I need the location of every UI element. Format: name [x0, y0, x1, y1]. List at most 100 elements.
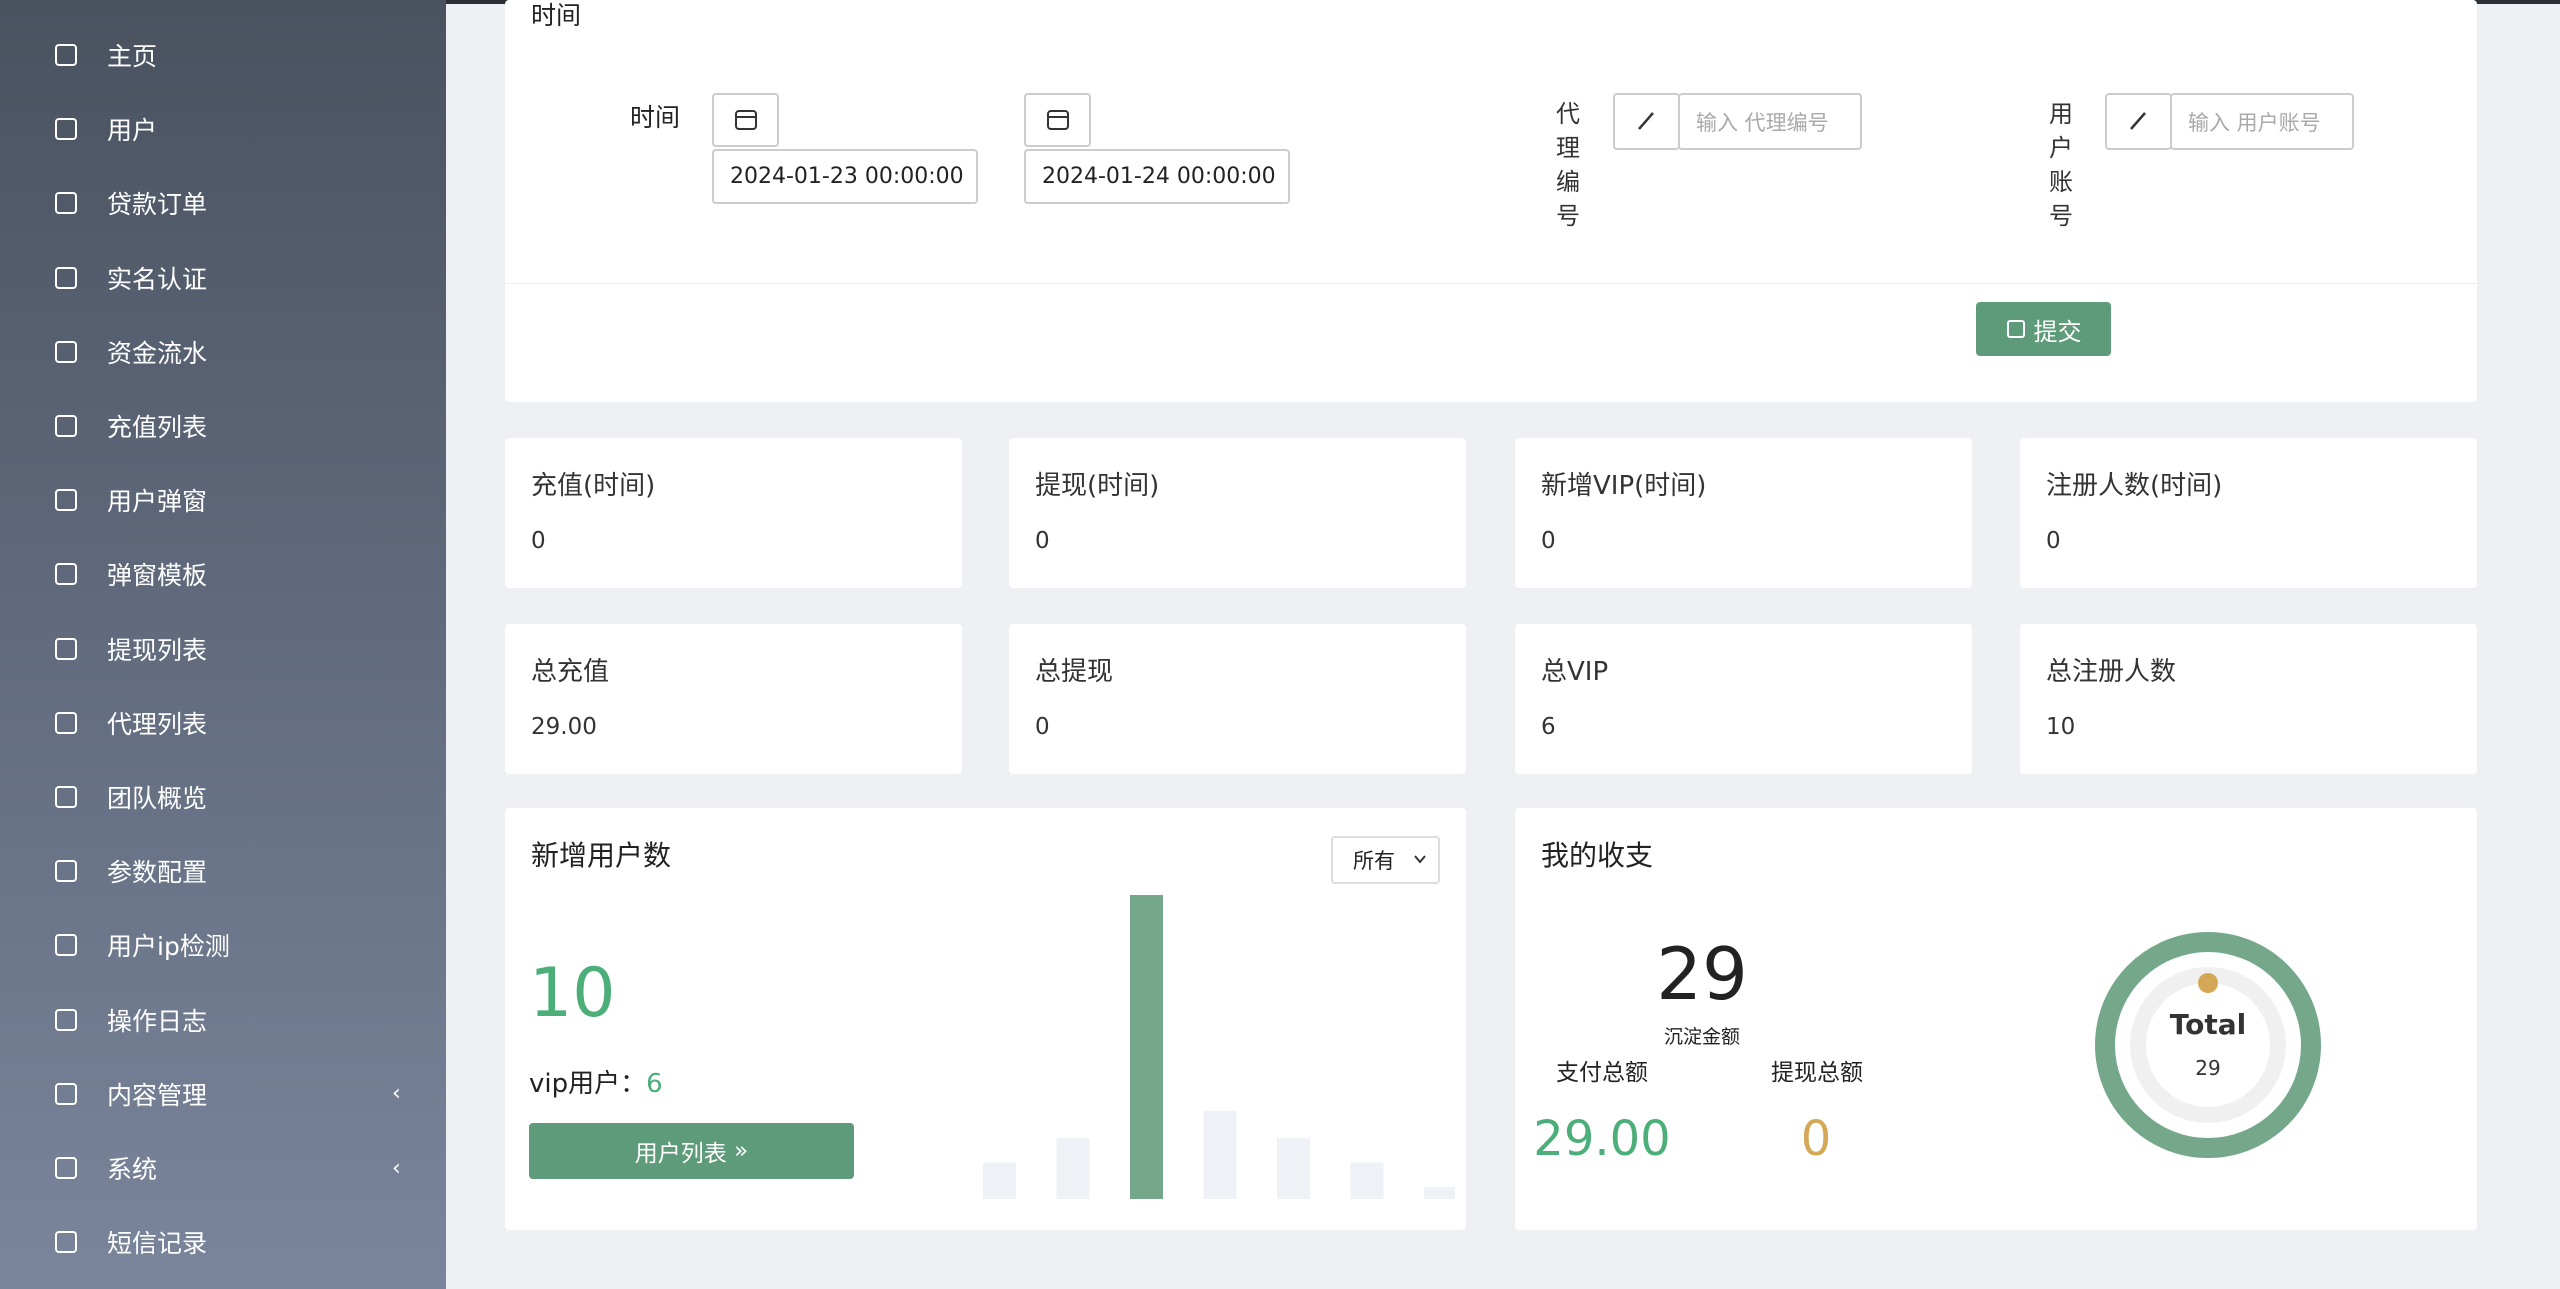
menu-item[interactable]: 主页 — [0, 25, 446, 85]
stat-card: 总注册人数 10 — [2020, 624, 2477, 774]
menu-icon — [55, 860, 77, 883]
bar — [1056, 1138, 1090, 1199]
menu-icon — [55, 711, 77, 734]
menu-label: 充值列表 — [107, 413, 208, 442]
user-input[interactable]: 输入 用户账号 — [2170, 93, 2354, 150]
menu-item[interactable]: 用户ip检测 — [0, 915, 446, 975]
menu-icon — [55, 934, 77, 957]
stat-card: 总提现 0 — [1009, 624, 1466, 774]
submit-button[interactable]: 提交 — [1976, 302, 2111, 356]
menu-item[interactable]: 提现列表 — [0, 619, 446, 679]
menu-label: 弹窗模板 — [107, 561, 208, 591]
stat-value: 6 — [1541, 714, 1556, 740]
stat-card: 注册人数(时间) 0 — [2020, 438, 2477, 588]
menu-icon — [55, 44, 77, 66]
user-list-button[interactable]: 用户列表 » — [529, 1123, 854, 1179]
balance: 29 — [1656, 932, 1748, 1016]
end-date-input[interactable]: 2024-01-24 00:00:00 — [1024, 149, 1290, 204]
stat-value: 0 — [2046, 528, 2061, 554]
filter-text: 所有 — [1353, 849, 1395, 873]
time-label: 时间 — [630, 103, 681, 132]
menu-item[interactable]: 弹窗模板 — [0, 544, 446, 604]
pencil-button — [2105, 93, 2172, 150]
stat-value: 0 — [1541, 528, 1556, 554]
new-users-card: 新增用户数 所有 10 vip用户：6 用户列表 » — [505, 808, 1466, 1230]
bar — [1277, 1138, 1310, 1199]
menu-item[interactable]: 用户弹窗 — [0, 470, 446, 530]
menu-item[interactable]: 短信记录 — [0, 1212, 446, 1272]
filter-select[interactable]: 所有 — [1331, 836, 1440, 884]
menu-label: 用户ip检测 — [107, 932, 230, 962]
top-label: 时间 — [531, 1, 582, 30]
vip-row: vip用户：6 — [529, 1063, 663, 1100]
stat-title: 新增VIP(时间) — [1541, 471, 1707, 501]
menu-label: 代理列表 — [107, 709, 208, 739]
start-date-input[interactable]: 2024-01-23 00:00:00 — [712, 149, 978, 204]
menu-icon — [55, 192, 77, 215]
menu-item[interactable]: 实名认证 — [0, 248, 446, 308]
menu-icon — [55, 637, 77, 660]
agent-input[interactable]: 输入 代理编号 — [1678, 93, 1862, 150]
menu-item[interactable]: 操作日志 — [0, 990, 446, 1050]
divider — [505, 283, 2477, 284]
menu-icon — [55, 489, 77, 512]
menu-item[interactable]: 参数配置 — [0, 841, 446, 901]
menu-label: 资金流水 — [107, 338, 208, 368]
finance-card: 我的收支 29 沉淀金额 支付总额 提现总额 29.00 0 Total 29 — [1515, 808, 2477, 1230]
stat-value: 0 — [531, 528, 546, 554]
calendar-button[interactable] — [1024, 93, 1091, 147]
calendar-button[interactable] — [712, 93, 779, 147]
menu-item[interactable]: 内容管理 ‹ — [0, 1064, 446, 1124]
stat-title: 注册人数(时间) — [2046, 471, 2223, 501]
withdraw-value: 0 — [1800, 1111, 1832, 1167]
donut-value: 29 — [2195, 1056, 2220, 1080]
bar — [1130, 895, 1163, 1199]
stat-card: 新增VIP(时间) 0 — [1515, 438, 1972, 588]
bar — [1424, 1186, 1455, 1199]
pay-label: 支付总额 — [1556, 1060, 1648, 1086]
menu-icon — [55, 1082, 77, 1105]
bar-chart — [983, 895, 1455, 1199]
pencil-button — [1613, 93, 1680, 150]
button-text: 用户列表 — [634, 1141, 727, 1167]
stat-title: 总充值 — [531, 657, 610, 687]
menu-icon — [55, 415, 77, 437]
stat-value: 29.00 — [531, 714, 597, 740]
pencil-icon — [1638, 112, 1654, 130]
menu-item[interactable]: 充值列表 — [0, 396, 446, 456]
card-title: 新增用户数 — [531, 839, 672, 872]
vip-value: 6 — [646, 1069, 663, 1099]
menu-item[interactable]: 资金流水 — [0, 322, 446, 382]
pencil-icon — [2130, 112, 2146, 130]
vip-label: vip用户： — [529, 1069, 647, 1099]
menu-item[interactable]: 代理列表 — [0, 693, 446, 753]
menu-item[interactable]: 贷款订单 — [0, 173, 446, 233]
stat-title: 提现(时间) — [1035, 471, 1160, 501]
stat-value: 10 — [2046, 714, 2076, 740]
bar — [1203, 1110, 1237, 1199]
user-count: 10 — [529, 954, 616, 1033]
menu-icon — [55, 118, 77, 141]
save-icon — [2006, 320, 2025, 338]
calendar-icon — [1047, 110, 1069, 130]
menu-icon — [55, 1231, 77, 1254]
pay-value: 29.00 — [1533, 1111, 1671, 1167]
menu-item[interactable]: 团队概览 — [0, 767, 446, 827]
menu-label: 主页 — [107, 42, 158, 71]
chevron — [1414, 855, 1426, 864]
balance-label: 沉淀金额 — [1663, 1026, 1740, 1048]
menu-label: 短信记录 — [107, 1229, 208, 1259]
menu-item[interactable]: 用户 — [0, 99, 446, 159]
bar — [1350, 1162, 1384, 1199]
menu-arrow: ‹ — [392, 1081, 401, 1107]
bar — [983, 1162, 1016, 1199]
menu-icon — [55, 563, 77, 586]
menu-icon — [55, 266, 77, 289]
menu-item[interactable]: 系统 ‹ — [0, 1138, 446, 1198]
stat-title: 总注册人数 — [2046, 657, 2177, 687]
stat-title: 总提现 — [1035, 657, 1114, 687]
donut-label: Total — [2170, 1008, 2247, 1041]
menu-icon — [55, 1008, 77, 1031]
menu-label: 提现列表 — [107, 635, 208, 665]
